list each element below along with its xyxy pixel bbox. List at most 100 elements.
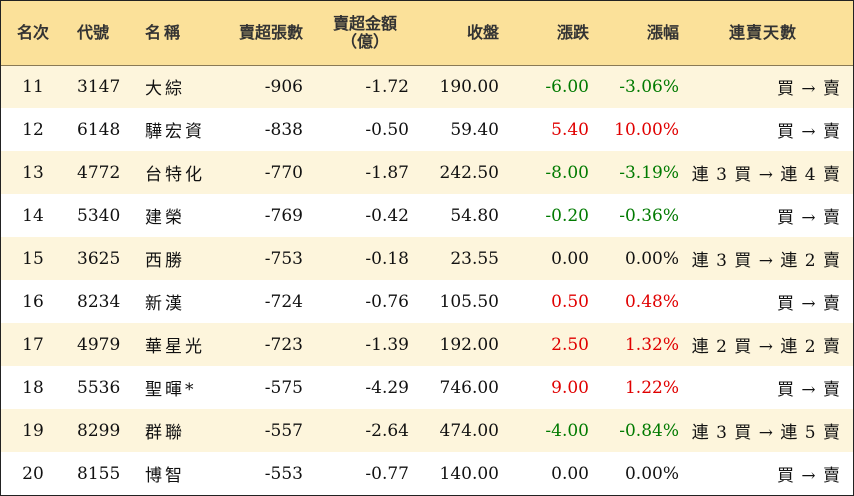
cell-change-pct: 1.22%	[624, 377, 679, 398]
cell-code: 5340	[77, 205, 121, 226]
cell-code: 8155	[77, 463, 121, 484]
cell-rank: 11	[22, 76, 44, 97]
table-row: 11 3147 大綜 -906 -1.72 190.00 -6.00 -3.06% 買 → 賣	[1, 65, 853, 108]
header-name: 名稱	[131, 1, 219, 66]
cell-change: -6.00	[545, 76, 589, 97]
cell-net-sell-lots: -770	[264, 162, 303, 183]
cell-net-sell-lots: -723	[264, 334, 303, 355]
cell-rank: 12	[22, 119, 44, 140]
cell-change: 9.00	[551, 377, 589, 398]
cell-net-sell-amount: -0.50	[365, 119, 409, 140]
cell-code: 8234	[77, 291, 121, 312]
cell-change-pct: 0.00%	[624, 248, 679, 269]
cell-close: 190.00	[439, 76, 499, 97]
table-row: 17 4979 華星光 -723 -1.39 192.00 2.50 1.32% 連 2 買 →…	[1, 323, 853, 366]
cell-net-sell-amount: -4.29	[365, 377, 409, 398]
cell-streak: 買 → 賣	[776, 208, 841, 228]
cell-name: 博智	[145, 466, 185, 486]
cell-net-sell-amount: -1.87	[365, 162, 409, 183]
cell-net-sell-lots: -724	[264, 291, 303, 312]
cell-streak: 買 → 賣	[776, 466, 841, 486]
cell-close: 242.50	[439, 162, 499, 183]
cell-change: 2.50	[551, 334, 589, 355]
table-row: 12 6148 驊宏資 -838 -0.50 59.40 5.40 10.00% 買 → 賣	[1, 108, 853, 151]
header-streak: 連賣天數	[685, 1, 853, 66]
table-row: 19 8299 群聯 -557 -2.64 474.00 -4.00 -0.84% 連 3 買 …	[1, 409, 853, 452]
cell-net-sell-amount: -0.42	[365, 205, 409, 226]
cell-name: 台特化	[145, 165, 205, 185]
cell-change: -4.00	[545, 420, 589, 441]
cell-close: 23.55	[450, 248, 499, 269]
cell-streak: 連 3 買 → 連 4 賣	[691, 165, 841, 185]
cell-close: 140.00	[439, 463, 499, 484]
header-net-sell-lots: 賣超張數	[219, 1, 309, 66]
cell-streak: 連 3 買 → 連 2 賣	[691, 251, 841, 271]
cell-change-pct: -0.36%	[619, 205, 679, 226]
cell-net-sell-amount: -2.64	[365, 420, 409, 441]
header-net-sell-amount-label: 賣超金額	[332, 13, 397, 33]
cell-streak: 買 → 賣	[776, 79, 841, 100]
cell-name: 大綜	[145, 79, 185, 100]
cell-close: 192.00	[439, 334, 499, 355]
cell-close: 59.40	[450, 119, 499, 140]
cell-net-sell-lots: -553	[264, 463, 303, 484]
cell-code: 5536	[77, 377, 121, 398]
cell-rank: 18	[22, 377, 44, 398]
header-net-sell-amount: 賣超金額 （億）	[309, 1, 415, 66]
cell-net-sell-amount: -0.18	[365, 248, 409, 269]
header-close: 收盤	[415, 1, 505, 66]
table-row: 16 8234 新漢 -724 -0.76 105.50 0.50 0.48% 買 → 賣	[1, 280, 853, 323]
table-row: 18 5536 聖暉* -575 -4.29 746.00 9.00 1.22% 買 → 賣	[1, 366, 853, 409]
cell-streak: 買 → 賣	[776, 294, 841, 314]
cell-name: 群聯	[145, 423, 185, 443]
header-code: 代號	[65, 1, 131, 66]
table-row: 14 5340 建榮 -769 -0.42 54.80 -0.20 -0.36% 買 → 賣	[1, 194, 853, 237]
header-net-sell-amount-unit: （億）	[340, 31, 389, 51]
cell-rank: 17	[22, 334, 44, 355]
cell-change-pct: -3.06%	[619, 76, 679, 97]
cell-name: 聖暉*	[145, 380, 197, 400]
cell-streak: 連 3 買 → 連 5 賣	[691, 423, 841, 443]
cell-change-pct: -0.84%	[619, 420, 679, 441]
cell-net-sell-lots: -575	[264, 377, 303, 398]
table-row: 13 4772 台特化 -770 -1.87 242.50 -8.00 -3.19% 連 3 買…	[1, 151, 853, 194]
cell-net-sell-amount: -1.39	[365, 334, 409, 355]
cell-net-sell-lots: -769	[264, 205, 303, 226]
cell-streak: 連 2 買 → 連 2 賣	[691, 337, 841, 357]
cell-rank: 16	[22, 291, 44, 312]
cell-close: 746.00	[439, 377, 499, 398]
cell-streak: 買 → 賣	[776, 122, 841, 142]
cell-streak: 買 → 賣	[776, 380, 841, 400]
cell-name: 西勝	[145, 251, 185, 271]
header-change: 漲跌	[505, 1, 595, 66]
cell-code: 4772	[77, 162, 121, 183]
table-row: 15 3625 西勝 -753 -0.18 23.55 0.00 0.00% 連 3 買 → 連…	[1, 237, 853, 280]
cell-change: 0.50	[551, 291, 589, 312]
table-row: 20 8155 博智 -553 -0.77 140.00 0.00 0.00% 買 → 賣	[1, 452, 853, 495]
cell-change-pct: -3.19%	[619, 162, 679, 183]
cell-change: -0.20	[545, 205, 589, 226]
cell-close: 105.50	[439, 291, 499, 312]
header-row: 名次 代號 名稱 賣超張數 賣超金額 （億） 收盤 漲跌 漲幅 連賣天數	[1, 1, 853, 66]
cell-net-sell-amount: -0.76	[365, 291, 409, 312]
cell-name: 新漢	[145, 294, 185, 314]
cell-change-pct: 1.32%	[624, 334, 679, 355]
cell-net-sell-amount: -1.72	[365, 76, 409, 97]
cell-change: 5.40	[551, 119, 589, 140]
header-rank: 名次	[1, 1, 65, 66]
cell-rank: 14	[22, 205, 44, 226]
cell-net-sell-amount: -0.77	[365, 463, 409, 484]
cell-code: 6148	[77, 119, 121, 140]
cell-net-sell-lots: -753	[264, 248, 303, 269]
cell-change: 0.00	[551, 463, 589, 484]
cell-net-sell-lots: -557	[264, 420, 303, 441]
cell-name: 華星光	[145, 337, 205, 357]
cell-change: -8.00	[545, 162, 589, 183]
cell-rank: 15	[22, 248, 44, 269]
cell-change-pct: 10.00%	[614, 119, 679, 140]
cell-net-sell-lots: -838	[264, 119, 303, 140]
header-change-pct: 漲幅	[595, 1, 685, 66]
